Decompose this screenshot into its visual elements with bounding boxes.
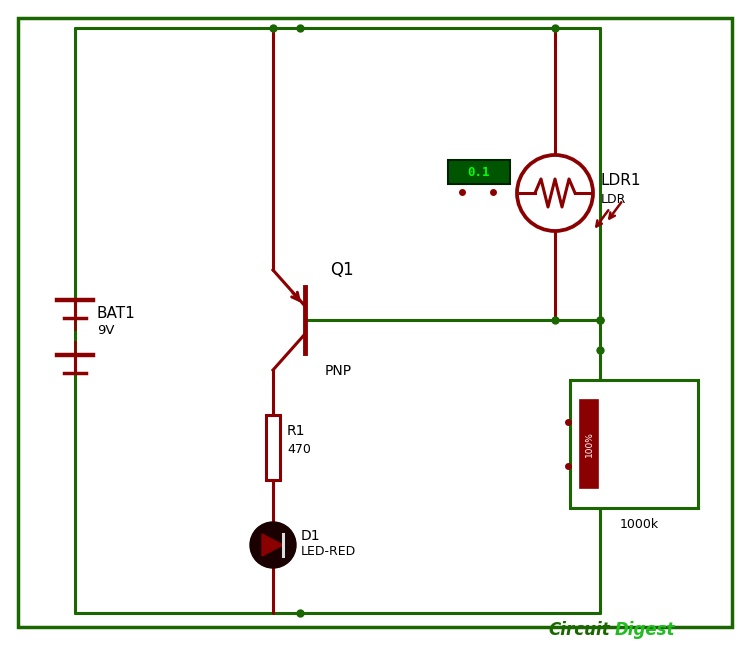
Text: Digest: Digest	[615, 621, 676, 639]
Text: 0.1: 0.1	[468, 166, 490, 179]
Bar	[448, 160, 510, 184]
Polygon shape	[262, 534, 283, 556]
Text: 9V: 9V	[97, 324, 115, 337]
Bar	[580, 400, 598, 488]
Text: Q1: Q1	[330, 261, 354, 279]
Text: LDR: LDR	[601, 193, 626, 206]
Text: 100%: 100%	[584, 431, 593, 457]
Circle shape	[517, 155, 593, 231]
Text: LED-RED: LED-RED	[301, 545, 356, 558]
Circle shape	[250, 522, 296, 568]
Text: 1000k: 1000k	[620, 518, 658, 531]
Text: LDR1: LDR1	[601, 173, 641, 188]
Text: RV1: RV1	[626, 413, 658, 431]
Bar	[266, 415, 280, 480]
Text: D1: D1	[301, 529, 321, 543]
Bar	[570, 380, 698, 508]
Text: R1: R1	[287, 424, 305, 438]
Text: PNP: PNP	[325, 364, 352, 378]
Text: Circuit: Circuit	[548, 621, 610, 639]
Text: BAT1: BAT1	[97, 306, 136, 321]
Text: 470: 470	[287, 443, 310, 456]
